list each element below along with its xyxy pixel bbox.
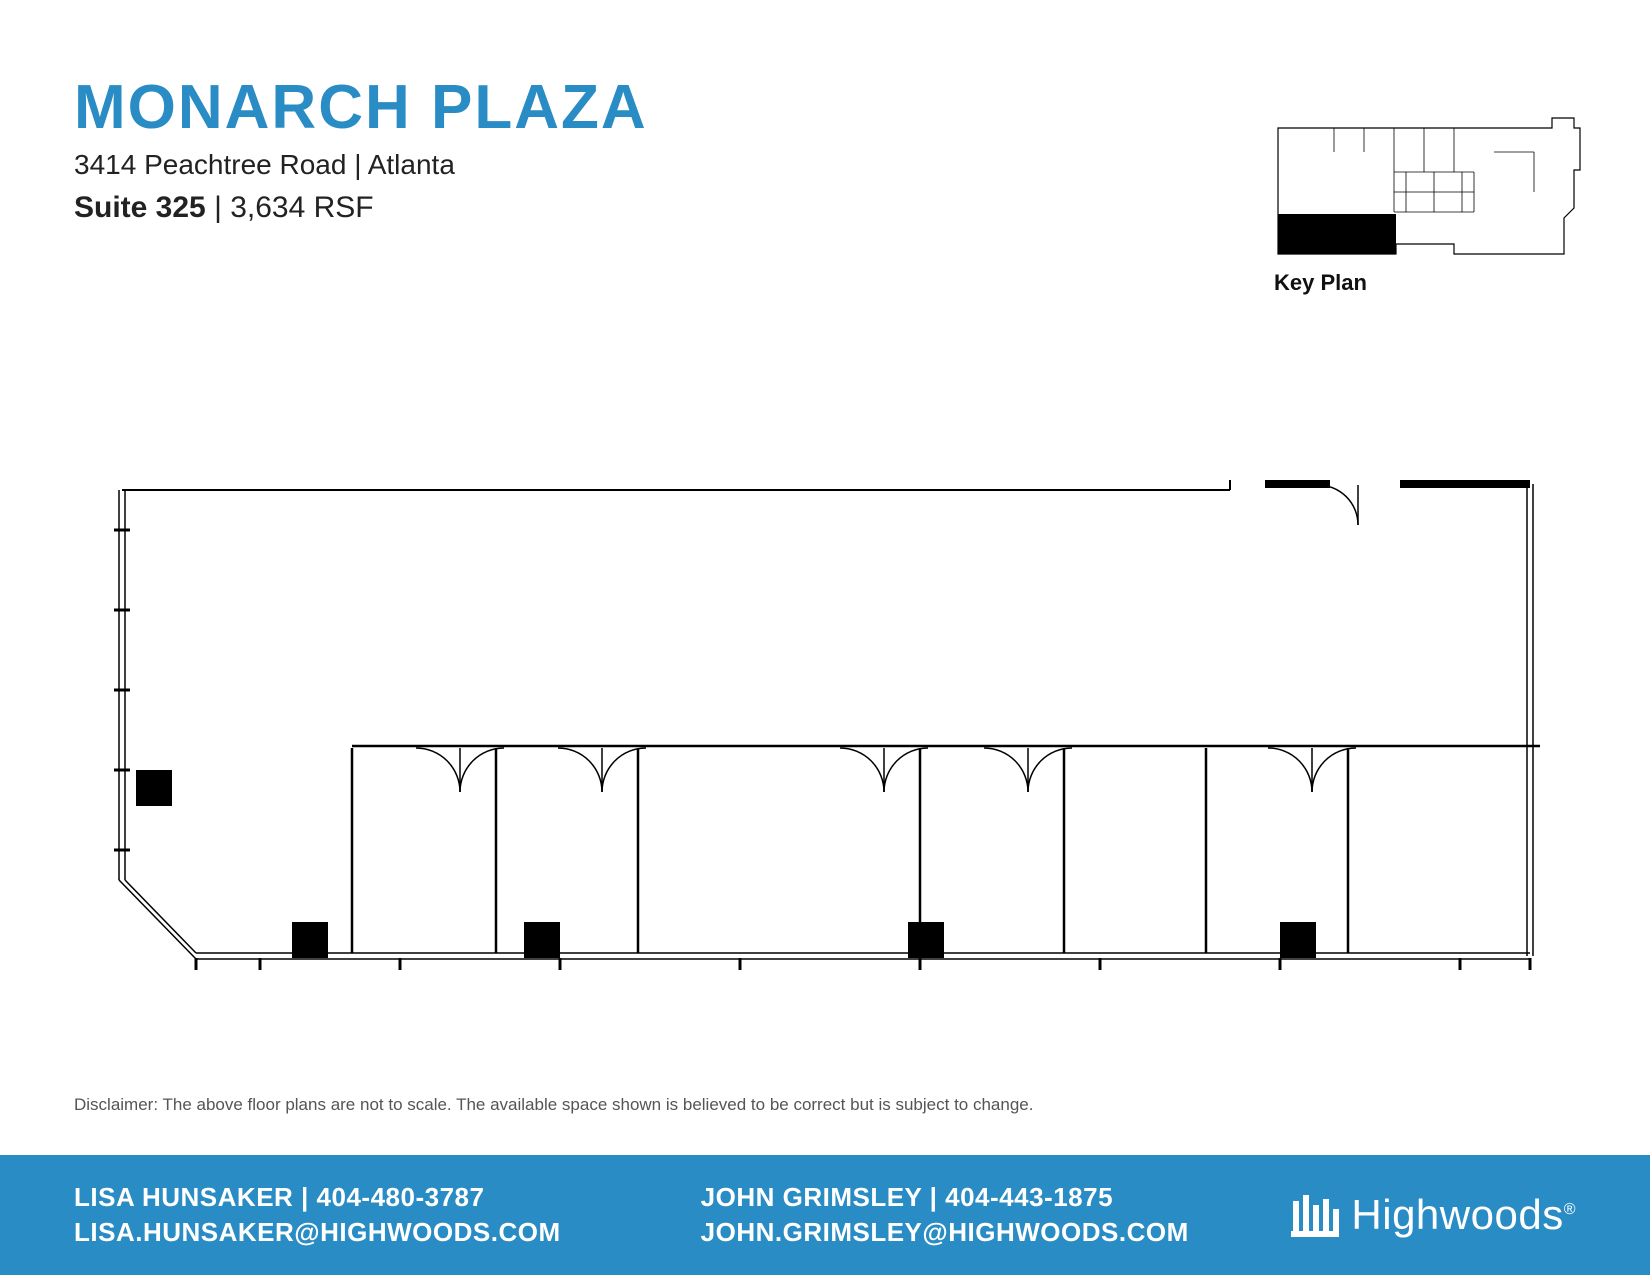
key-plan-block: Key Plan: [1274, 112, 1584, 296]
highwoods-logo: Highwoods®: [1291, 1191, 1576, 1239]
suite-rsf: 3,634 RSF: [230, 191, 373, 224]
logo-text: Highwoods®: [1351, 1191, 1576, 1239]
building-title: MONARCH PLAZA: [74, 72, 648, 143]
footer-bar: LISA HUNSAKER | 404-480-3787 LISA.HUNSAK…: [0, 1155, 1650, 1275]
registered-mark: ®: [1564, 1201, 1576, 1218]
contact-2: JOHN GRIMSLEY | 404-443-1875 JOHN.GRIMSL…: [701, 1180, 1189, 1250]
suite-line: Suite 325 | 3,634 RSF: [74, 191, 648, 225]
floor-plan-diagram: [100, 470, 1540, 970]
page: MONARCH PLAZA 3414 Peachtree Road | Atla…: [0, 0, 1650, 1275]
disclaimer-text: Disclaimer: The above floor plans are no…: [74, 1095, 1033, 1115]
contact-1-line-1: LISA HUNSAKER | 404-480-3787: [74, 1180, 561, 1215]
suite-number: Suite 325: [74, 191, 206, 224]
contact-1-line-2: LISA.HUNSAKER@HIGHWOODS.COM: [74, 1215, 561, 1250]
header-block: MONARCH PLAZA 3414 Peachtree Road | Atla…: [74, 72, 648, 225]
key-plan-label: Key Plan: [1274, 270, 1584, 296]
contact-2-line-2: JOHN.GRIMSLEY@HIGHWOODS.COM: [701, 1215, 1189, 1250]
contact-2-line-1: JOHN GRIMSLEY | 404-443-1875: [701, 1180, 1189, 1215]
key-plan-diagram: [1274, 112, 1584, 262]
suite-sep: |: [206, 191, 230, 224]
address-line: 3414 Peachtree Road | Atlanta: [74, 149, 648, 181]
logo-icon: [1291, 1191, 1339, 1239]
contact-1: LISA HUNSAKER | 404-480-3787 LISA.HUNSAK…: [74, 1180, 561, 1250]
